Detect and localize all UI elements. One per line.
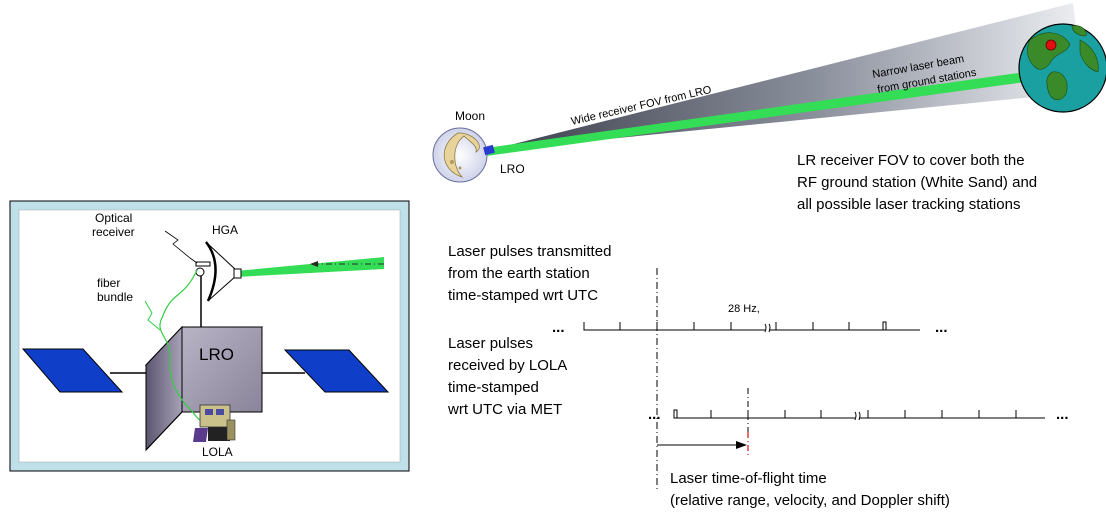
receiver-mount bbox=[195, 261, 211, 267]
fiber-bundle-label-line2: bundle bbox=[97, 290, 133, 304]
transmit-label-line2: from the earth station bbox=[448, 265, 590, 282]
lola-label: LOLA bbox=[202, 445, 233, 459]
receive-label-line3: time-stamped bbox=[448, 379, 539, 396]
transmit-ellipsis-right: ... bbox=[935, 319, 948, 336]
hga-strut-top bbox=[206, 242, 237, 271]
optical-receiver-label-line1: Optical bbox=[95, 211, 132, 225]
link-view: Moon LRO Wide receiver FOV from LRO Narr… bbox=[432, 3, 1106, 213]
fov-note-line3: all possible laser tracking stations bbox=[797, 196, 1020, 213]
ground-station-dot bbox=[1045, 39, 1057, 51]
narrow-laser-beam bbox=[486, 72, 1025, 156]
hga-label: HGA bbox=[212, 223, 238, 237]
optical-receiver-label-line2: receiver bbox=[92, 225, 135, 239]
spacecraft-panel: Optical receiver HGA fiber bundle LRO LO… bbox=[9, 200, 410, 472]
moon-label: Moon bbox=[455, 109, 485, 123]
wide-receiver-fov-cone bbox=[486, 3, 1084, 151]
transmit-ellipsis-left: ... bbox=[552, 319, 565, 336]
optical-receiver bbox=[195, 267, 205, 277]
receive-pulse-train bbox=[673, 409, 1045, 421]
lro-body-bottom-edge bbox=[145, 411, 183, 451]
left-solar-panel bbox=[21, 348, 124, 393]
receive-label-line4: wrt UTC via MET bbox=[447, 401, 562, 418]
fiber-bundle-label-line1: fiber bbox=[97, 276, 120, 290]
receive-ellipsis-left: ... bbox=[648, 406, 661, 423]
receive-label-line2: received by LOLA bbox=[448, 357, 567, 374]
hga-dish bbox=[205, 241, 217, 302]
transmit-pulse-train bbox=[583, 321, 920, 333]
tof-label-line1: Laser time-of-flight time bbox=[670, 470, 827, 487]
fov-note-line1: LR receiver FOV to cover both the bbox=[797, 152, 1025, 169]
timing-diagram: Laser pulses transmitted from the earth … bbox=[447, 243, 1069, 509]
lro-label: LRO bbox=[500, 162, 525, 176]
fiber-pointer bbox=[144, 300, 161, 331]
moon-crescent bbox=[443, 132, 480, 178]
receive-ellipsis-right: ... bbox=[1056, 406, 1069, 423]
tof-label-line2: (relative range, velocity, and Doppler s… bbox=[670, 492, 950, 509]
fiber-bundle bbox=[159, 269, 201, 421]
incoming-laser-beam bbox=[236, 257, 384, 277]
lro-body-label: LRO bbox=[199, 345, 234, 364]
optical-receiver-pointer bbox=[164, 230, 198, 264]
earth bbox=[1018, 23, 1106, 113]
lro-body-front bbox=[181, 326, 263, 413]
fov-note-line2: RF ground station (White Sand) and bbox=[797, 174, 1037, 191]
beam-arrow-head bbox=[310, 261, 318, 267]
right-solar-panel bbox=[283, 349, 390, 393]
rate-label: 28 Hz, bbox=[728, 303, 760, 315]
lola-instrument bbox=[193, 404, 236, 442]
tof-arrow-head bbox=[736, 441, 747, 449]
lro-marker bbox=[483, 144, 495, 156]
transmit-label-line3: time-stamped wrt UTC bbox=[448, 287, 598, 304]
hga-strut-bottom bbox=[208, 275, 237, 301]
transmit-label-line1: Laser pulses transmitted bbox=[448, 243, 611, 260]
receive-label-line1: Laser pulses bbox=[448, 335, 533, 352]
hga-feed bbox=[233, 268, 242, 279]
